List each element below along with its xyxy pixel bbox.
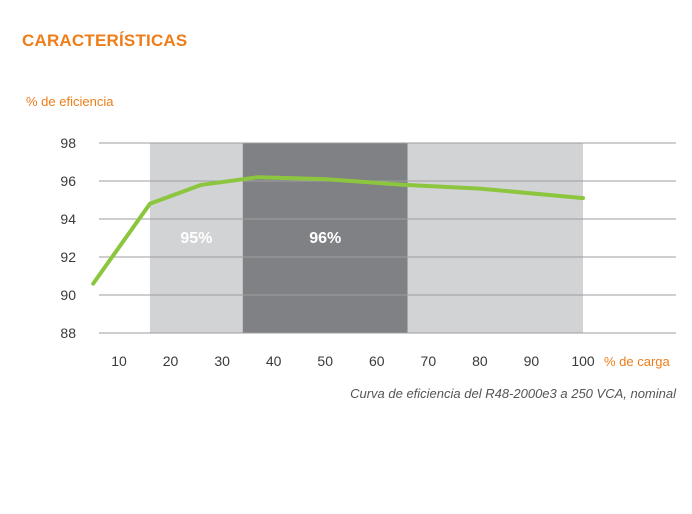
x-tick-70: 70 [421, 353, 437, 369]
chart-caption: Curva de eficiencia del R48-2000e3 a 250… [350, 386, 676, 401]
band-label-2: 96% [309, 230, 341, 247]
efficiency-band-2 [242, 143, 408, 333]
x-tick-40: 40 [266, 353, 282, 369]
x-tick-50: 50 [317, 353, 333, 369]
y-tick-92: 92 [60, 249, 76, 265]
band-label-1: 95% [180, 230, 212, 247]
x-tick-60: 60 [369, 353, 385, 369]
y-tick-94: 94 [60, 211, 76, 227]
x-tick-80: 80 [472, 353, 488, 369]
efficiency-band-1 [149, 143, 243, 333]
efficiency-curve-1 [91, 175, 585, 286]
y-tick-98: 98 [60, 135, 76, 151]
y-tick-96: 96 [60, 173, 76, 189]
x-axis-label: % de carga [604, 354, 671, 369]
x-tick-90: 90 [524, 353, 540, 369]
x-tick-100: 100 [571, 353, 595, 369]
efficiency-band-3 [407, 143, 583, 333]
x-tick-10: 10 [111, 353, 127, 369]
x-tick-30: 30 [214, 353, 230, 369]
y-tick-88: 88 [60, 325, 76, 341]
x-tick-20: 20 [163, 353, 179, 369]
y-tick-90: 90 [60, 287, 76, 303]
y-axis-label: % de eficiencia [26, 94, 114, 109]
section-title: CARACTERÍSTICAS [22, 31, 188, 50]
